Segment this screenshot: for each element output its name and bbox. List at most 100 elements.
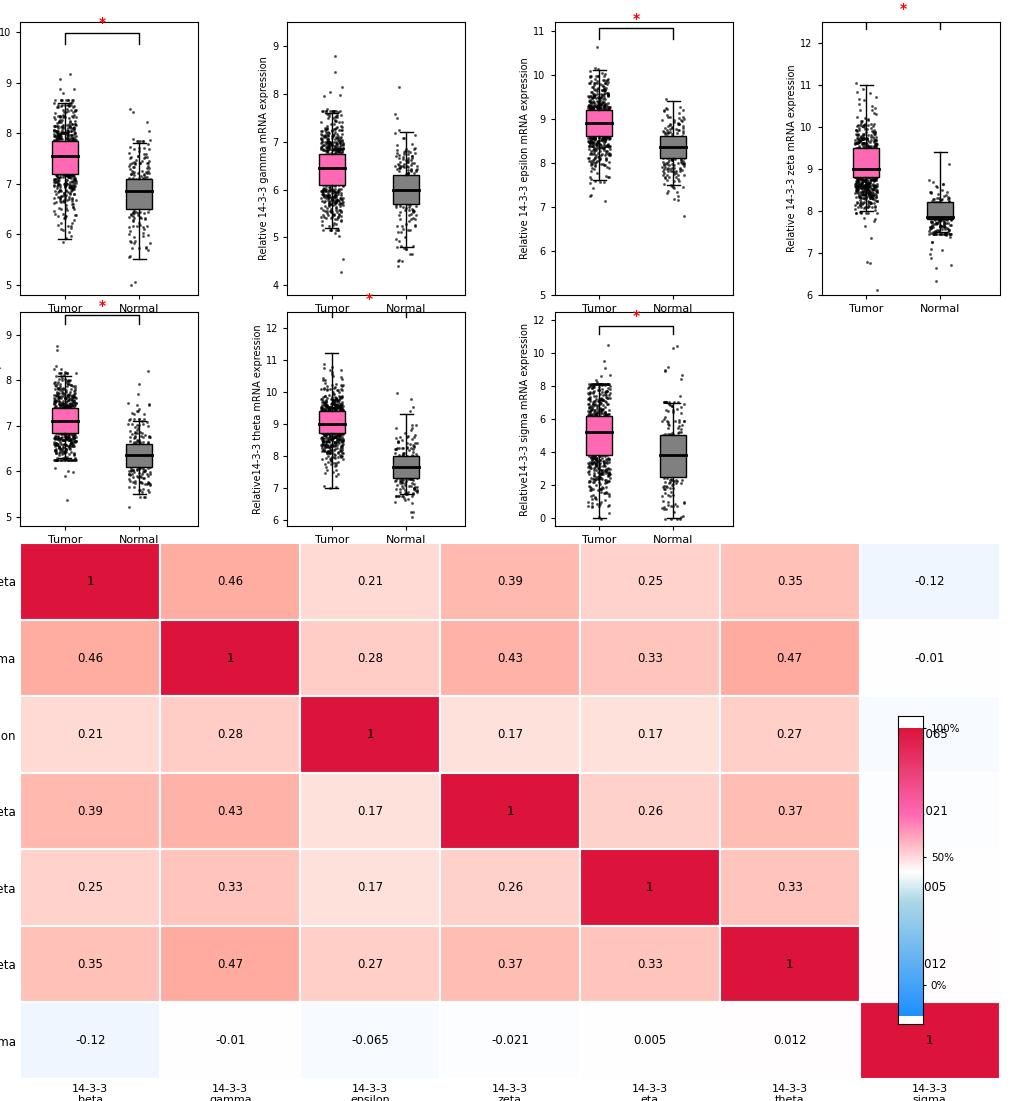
- Point: [333, 165, 350, 183]
- Point: [67, 414, 84, 432]
- Point: [317, 413, 333, 430]
- Point: [598, 433, 614, 450]
- Point: [53, 193, 69, 210]
- Point: [319, 187, 335, 205]
- Point: [52, 192, 68, 209]
- Point: [58, 143, 74, 161]
- Point: [50, 216, 66, 233]
- Point: [663, 466, 680, 483]
- Point: [314, 400, 330, 417]
- Point: [394, 150, 411, 167]
- Point: [591, 395, 607, 413]
- Point: [583, 159, 599, 176]
- Point: [672, 429, 688, 447]
- Point: [668, 170, 685, 187]
- Point: [55, 405, 71, 423]
- Point: [401, 461, 418, 479]
- Point: [938, 200, 955, 218]
- Point: [130, 465, 147, 482]
- Point: [387, 471, 404, 489]
- Point: [136, 132, 152, 150]
- Point: [862, 164, 878, 182]
- Point: [319, 139, 335, 156]
- Point: [64, 451, 81, 469]
- Point: [47, 173, 63, 190]
- Point: [333, 212, 350, 230]
- Point: [404, 470, 420, 488]
- Point: [66, 151, 83, 168]
- Point: [135, 450, 151, 468]
- Point: [861, 184, 877, 201]
- Point: [395, 450, 412, 468]
- Point: [317, 153, 333, 171]
- Point: [316, 465, 332, 482]
- Point: [389, 467, 406, 484]
- Point: [863, 189, 879, 207]
- Point: [662, 162, 679, 179]
- Point: [672, 510, 688, 527]
- Point: [865, 159, 881, 176]
- Point: [584, 116, 600, 133]
- Point: [654, 437, 671, 455]
- Point: [130, 437, 147, 455]
- Point: [325, 415, 341, 433]
- Point: [846, 168, 862, 186]
- Point: [847, 126, 863, 143]
- Point: [49, 160, 65, 177]
- Point: [66, 101, 83, 119]
- Point: [331, 404, 347, 422]
- Point: [597, 483, 613, 501]
- Point: [581, 113, 597, 131]
- FancyBboxPatch shape: [52, 141, 77, 174]
- Point: [847, 146, 863, 164]
- Point: [600, 120, 616, 138]
- Point: [65, 417, 82, 435]
- Point: [407, 451, 423, 469]
- Point: [332, 399, 348, 416]
- Point: [66, 381, 83, 399]
- Point: [320, 407, 336, 425]
- Point: [857, 178, 873, 196]
- Point: [315, 408, 331, 426]
- Point: [329, 167, 345, 185]
- Point: [324, 367, 340, 384]
- Point: [54, 380, 70, 397]
- Point: [56, 399, 72, 416]
- Point: [128, 217, 145, 235]
- Point: [599, 472, 615, 490]
- Point: [332, 447, 348, 465]
- Point: [600, 129, 616, 146]
- Point: [328, 397, 344, 415]
- Point: [313, 182, 329, 199]
- Point: [600, 113, 616, 131]
- Point: [325, 428, 341, 446]
- Point: [138, 445, 154, 462]
- Point: [405, 203, 421, 220]
- Point: [587, 444, 603, 461]
- Point: [853, 172, 869, 189]
- Point: [583, 101, 599, 119]
- Point: [314, 410, 330, 427]
- Point: [67, 162, 84, 179]
- Point: [862, 143, 878, 161]
- Point: [673, 397, 689, 415]
- Point: [327, 123, 343, 141]
- Point: [129, 205, 146, 222]
- Point: [65, 421, 82, 438]
- Point: [140, 203, 156, 220]
- Point: [66, 425, 83, 443]
- Point: [671, 109, 687, 127]
- Point: [590, 421, 606, 438]
- Point: [318, 123, 334, 141]
- Point: [600, 437, 616, 455]
- Point: [859, 153, 875, 171]
- Point: [55, 379, 71, 396]
- Point: [593, 76, 609, 94]
- Point: [127, 453, 144, 470]
- Point: [317, 149, 333, 166]
- Point: [62, 149, 78, 166]
- Point: [332, 437, 348, 455]
- Point: [321, 161, 337, 178]
- Point: [125, 203, 142, 220]
- Point: [316, 414, 332, 432]
